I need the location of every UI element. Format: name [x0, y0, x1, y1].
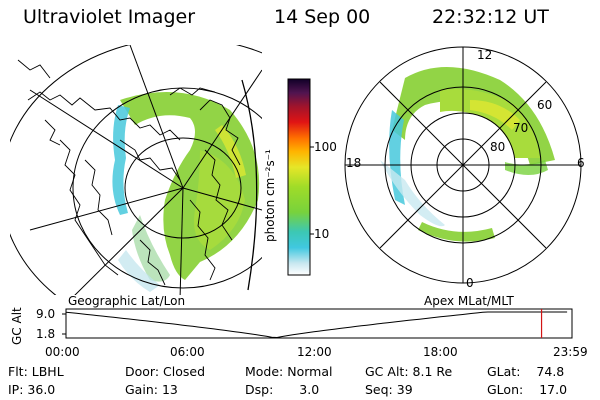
- gain-value: 13: [161, 382, 178, 397]
- mlt-label-18: 18: [346, 156, 362, 170]
- coastlines: [17, 59, 241, 286]
- door-value: Closed: [163, 364, 206, 379]
- gcalt-info: GC Alt: 8.1 Re: [365, 364, 453, 379]
- colorbar-tick-10: 10: [314, 227, 330, 241]
- mode-value: Normal: [287, 364, 333, 379]
- aurora-emission-right: [380, 66, 555, 242]
- glat-info: GLat: 74.8: [487, 364, 565, 379]
- altitude-xtick-2: 12:00: [297, 345, 332, 359]
- mlt-label-0: 0: [466, 276, 474, 290]
- altitude-xtick-3: 18:00: [423, 345, 458, 359]
- mlt-label-6: 6: [577, 156, 585, 170]
- date-label: 14 Sep 00: [274, 6, 371, 28]
- aurora-emission-left: [112, 92, 260, 292]
- projection-label-right: Apex MLat/MLT: [424, 294, 514, 308]
- dsp-info: Dsp: 3.0: [245, 382, 320, 397]
- altitude-xtick-1: 06:00: [170, 345, 205, 359]
- flt-value: LBHL: [31, 364, 64, 379]
- altitude-curve: [65, 311, 568, 339]
- glat-value: 74.8: [536, 364, 565, 379]
- gain-info: Gain: 13: [125, 382, 178, 397]
- projection-label-left: Geographic Lat/Lon: [68, 294, 186, 308]
- mlat-label-60: 60: [537, 98, 553, 112]
- altitude-frame: [65, 308, 573, 339]
- altitude-xtick-4: 23:59: [553, 345, 588, 359]
- seq-info: Seq: 39: [365, 382, 413, 397]
- glon-info: GLon: 17.0: [487, 382, 568, 397]
- time-label: 22:32:12 UT: [432, 6, 549, 28]
- mode-info: Mode: Normal: [245, 364, 333, 379]
- altitude-xtick-0: 00:00: [45, 345, 80, 359]
- mlat-label-70: 70: [513, 121, 529, 135]
- dsp-value: 3.0: [299, 382, 320, 397]
- earth-limb: [241, 79, 258, 291]
- ip-info: IP: 36.0: [8, 382, 56, 397]
- door-info: Door: Closed: [125, 364, 206, 379]
- altitude-ytick-1: 1.8: [36, 327, 56, 341]
- instrument-title: Ultraviolet Imager: [23, 6, 196, 28]
- gcalt-value: 8.1 Re: [412, 364, 453, 379]
- altitude-ytick-9: 9.0: [36, 307, 56, 321]
- altitude-ylabel: GC Alt: [10, 307, 24, 345]
- colorbar-tick-100: 100: [314, 140, 337, 154]
- colorbar: [287, 78, 314, 276]
- seq-value: 39: [396, 382, 413, 397]
- glon-value: 17.0: [539, 382, 568, 397]
- mlt-label-12: 12: [477, 48, 493, 62]
- ip-value: 36.0: [27, 382, 56, 397]
- polar-diagonal-2: [379, 81, 547, 249]
- geographic-grid: [10, 45, 262, 295]
- mlat-label-80: 80: [490, 140, 506, 154]
- flt-info: Flt: LBHL: [8, 364, 64, 379]
